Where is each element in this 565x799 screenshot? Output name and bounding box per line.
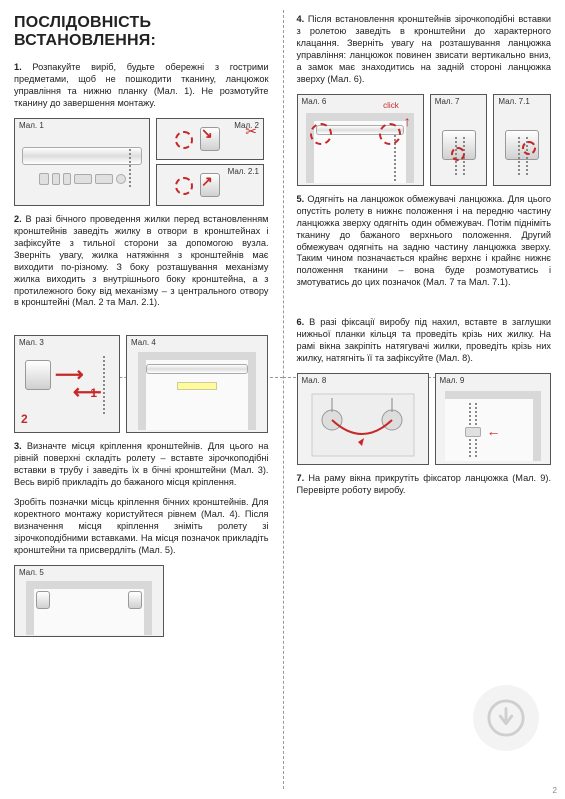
watermark-icon (473, 685, 539, 751)
fig-row-1: Мал. 1 Мал. 2 ↘ ✂ (14, 118, 269, 206)
arrow-icon: ↗ (201, 173, 213, 190)
chain-icon (103, 356, 105, 416)
step-text-4: Після встановлення кронштейнів зірочкопо… (297, 14, 552, 84)
part-icon (116, 174, 126, 184)
highlight-circle-icon (310, 123, 332, 145)
spacer (14, 317, 269, 335)
page-title: ПОСЛІДОВНІСТЬ ВСТАНОВЛЕННЯ: (14, 14, 269, 50)
tube-icon (22, 147, 143, 165)
step-text-7: На раму вікна прикрутіть фіксатор ланцюж… (297, 473, 552, 495)
paragraph-7: 7. На раму вікна прикрутіть фіксатор лан… (297, 473, 552, 497)
figure-5: Мал. 5 (14, 565, 164, 637)
figure-2: Мал. 2 ↘ ✂ (156, 118, 264, 160)
fig-row-2: Мал. 3 ⟶ ⟶ 2 1 Мал. 4 (14, 335, 269, 433)
right-column: 4. Після встановлення кронштейнів зірочк… (283, 0, 565, 799)
step-text-2: В разі бічного проведення жилки перед вс… (14, 214, 269, 308)
step-number-2: 2. (14, 214, 22, 224)
figure-2-1: Мал. 2.1 ↗ (156, 164, 264, 206)
fig-col-2: Мал. 2 ↘ ✂ Мал. 2.1 ↗ (156, 118, 264, 206)
fig-label: Мал. 2.1 (228, 167, 259, 176)
spacer (297, 297, 552, 317)
figure-4: Мал. 4 (126, 335, 268, 433)
step-number-6: 6. (297, 317, 305, 327)
fig-label: Мал. 3 (19, 338, 44, 347)
window-frame-icon (26, 581, 152, 635)
fig-label: Мал. 4 (131, 338, 156, 347)
fig-label: Мал. 7.1 (498, 97, 529, 106)
frame-icon: ← (445, 391, 541, 461)
step-number-7: 7. (297, 473, 305, 483)
paragraph-3a: 3. Визначте місця кріплення кронштейнів.… (14, 441, 269, 489)
arrow-icon: ↘ (201, 125, 213, 142)
step-text-1: Розпакуйте виріб, будьте обережні з гост… (14, 62, 269, 108)
step-marker-2: 2 (21, 412, 28, 426)
click-label: click (383, 101, 399, 110)
part-icon (74, 174, 92, 184)
step-text-6: В разі фіксації виробу під нахил, вставт… (297, 317, 552, 363)
step-text-3b: Зробіть позначки місць кріплення бічних … (14, 497, 269, 555)
arrow-icon: ⟶ (73, 380, 102, 405)
figure-6: Мал. 6 click ↑ (297, 94, 424, 186)
highlight-circle-icon (522, 141, 536, 155)
figure-7: Мал. 7 (430, 94, 488, 186)
fig-row-4: Мал. 8 Мал. 9 ← (297, 373, 552, 465)
fig-label: Мал. 1 (19, 121, 44, 130)
paragraph-5: 5. Одягніть на ланцюжок обмежувачі ланцю… (297, 194, 552, 290)
part-icon (52, 173, 60, 185)
page-number: 2 (553, 786, 557, 795)
step-number-3: 3. (14, 441, 22, 451)
chain-icon (518, 137, 520, 177)
fig-row-3: Мал. 6 click ↑ Мал. 7 Мал. 7.1 (297, 94, 552, 186)
fig-label: Мал. 7 (435, 97, 460, 106)
fig-label: Мал. 6 (302, 97, 327, 106)
part-icon (63, 173, 71, 185)
bracket-icon (128, 591, 142, 609)
paragraph-1: 1. Розпакуйте виріб, будьте обережні з г… (14, 62, 269, 110)
figure-9: Мал. 9 ← (435, 373, 551, 465)
chain-icon (129, 149, 131, 189)
figure-8: Мал. 8 (297, 373, 429, 465)
paragraph-6: 6. В разі фіксації виробу під нахил, вст… (297, 317, 552, 365)
bracket-icon (36, 591, 50, 609)
step-number-5: 5. (297, 194, 305, 204)
step-marker-1: 1 (90, 386, 97, 400)
level-icon (177, 382, 217, 390)
fig-label: Мал. 2 (234, 121, 259, 130)
part-icon (95, 174, 113, 184)
figure-3: Мал. 3 ⟶ ⟶ 2 1 (14, 335, 120, 433)
highlight-circle-icon (379, 123, 401, 145)
highlight-circle-icon (175, 177, 193, 195)
highlight-circle-icon (451, 147, 465, 161)
fixator-icon (465, 427, 481, 437)
fig-label: Мал. 8 (302, 376, 327, 385)
bracket-icon (25, 360, 51, 390)
window-frame-icon (138, 352, 256, 430)
parts-row (39, 173, 126, 185)
fig-label: Мал. 9 (440, 376, 465, 385)
paragraph-2: 2. В разі бічного проведення жилки перед… (14, 214, 269, 310)
step-number-1: 1. (14, 62, 22, 72)
highlight-circle-icon (175, 131, 193, 149)
paragraph-3b: Зробіть позначки місць кріплення бічних … (14, 497, 269, 557)
instruction-page: ПОСЛІДОВНІСТЬ ВСТАНОВЛЕННЯ: 1. Розпакуйт… (0, 0, 565, 799)
paragraph-4: 4. Після встановлення кронштейнів зірочк… (297, 14, 552, 86)
left-column: ПОСЛІДОВНІСТЬ ВСТАНОВЛЕННЯ: 1. Розпакуйт… (0, 0, 283, 799)
figure-7-1: Мал. 7.1 (493, 94, 551, 186)
arrow-icon: ← (487, 423, 501, 439)
fig-label: Мал. 5 (19, 568, 44, 577)
step-text-3a: Визначте місця кріплення кронштейнів. Дл… (14, 441, 269, 487)
figure-1: Мал. 1 (14, 118, 150, 206)
tube-icon (146, 364, 248, 374)
part-icon (39, 173, 49, 185)
step-number-4: 4. (297, 14, 305, 24)
tensioner-diagram-icon (308, 390, 418, 460)
step-text-5: Одягніть на ланцюжок обмежувачі ланцюжка… (297, 194, 552, 288)
arrow-icon: ↑ (404, 113, 411, 129)
